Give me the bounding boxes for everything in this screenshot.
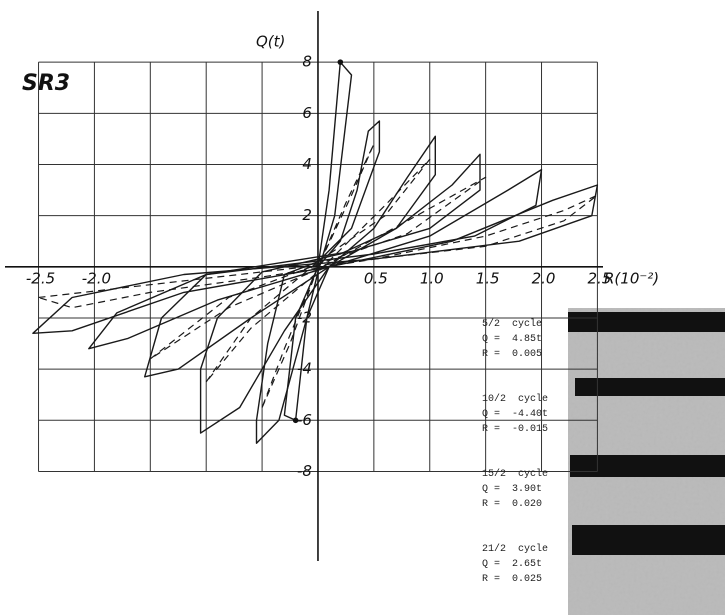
peak-point — [292, 417, 299, 424]
annotation-r: R = 0.020 — [482, 499, 542, 510]
analytic-curve — [149, 176, 487, 360]
hysteresis-loop — [88, 168, 543, 350]
y-tick-label: -6 — [297, 411, 312, 429]
y-tick-label: 8 — [302, 53, 312, 71]
y-axis-label: Q(t) — [256, 33, 285, 51]
annotation-cycle: 15/2 cycle — [482, 468, 548, 480]
panel-label: SR3 — [22, 71, 70, 96]
y-tick-label: -8 — [297, 462, 312, 480]
y-tick-label: 6 — [302, 104, 312, 122]
annotation-r: R = -0.015 — [482, 424, 548, 435]
hysteresis-loop — [283, 61, 353, 421]
specimen-photo — [568, 308, 725, 615]
annotation-q: Q = -4.40t — [482, 409, 548, 420]
y-tick-label: 2 — [302, 206, 312, 224]
peak-point — [337, 59, 344, 65]
x-tick-label: -2.0 — [82, 269, 111, 287]
x-tick-label: 1.5 — [476, 269, 500, 287]
annotation-r: R = 0.025 — [482, 574, 542, 585]
analytic-curve — [261, 143, 375, 408]
annotation-q: Q = 3.90t — [482, 484, 542, 495]
x-tick-label: 0.5 — [364, 269, 388, 287]
annotation-q: Q = 2.65t — [482, 559, 542, 570]
y-tick-label: 4 — [302, 155, 312, 173]
x-tick-label: 1.0 — [420, 269, 444, 287]
annotation-r: R = 0.005 — [482, 349, 542, 360]
annotation-cycle: 10/2 cycle — [482, 393, 548, 405]
x-tick-label: 2.5 — [587, 269, 611, 287]
analytic-curve — [38, 194, 598, 309]
analytic-curve — [205, 158, 431, 383]
annotation-cycle: 5/2 cycle — [482, 318, 542, 330]
annotation-q: Q = 4.85t — [482, 334, 542, 345]
annotation-cycle: 21/2 cycle — [482, 543, 548, 555]
y-tick-label: -4 — [297, 360, 312, 378]
x-tick-label: 2.0 — [532, 269, 556, 287]
x-axis-label: R(10⁻²) — [604, 270, 659, 288]
x-tick-label: -2.5 — [26, 269, 55, 287]
hysteresis-loop — [144, 153, 481, 378]
